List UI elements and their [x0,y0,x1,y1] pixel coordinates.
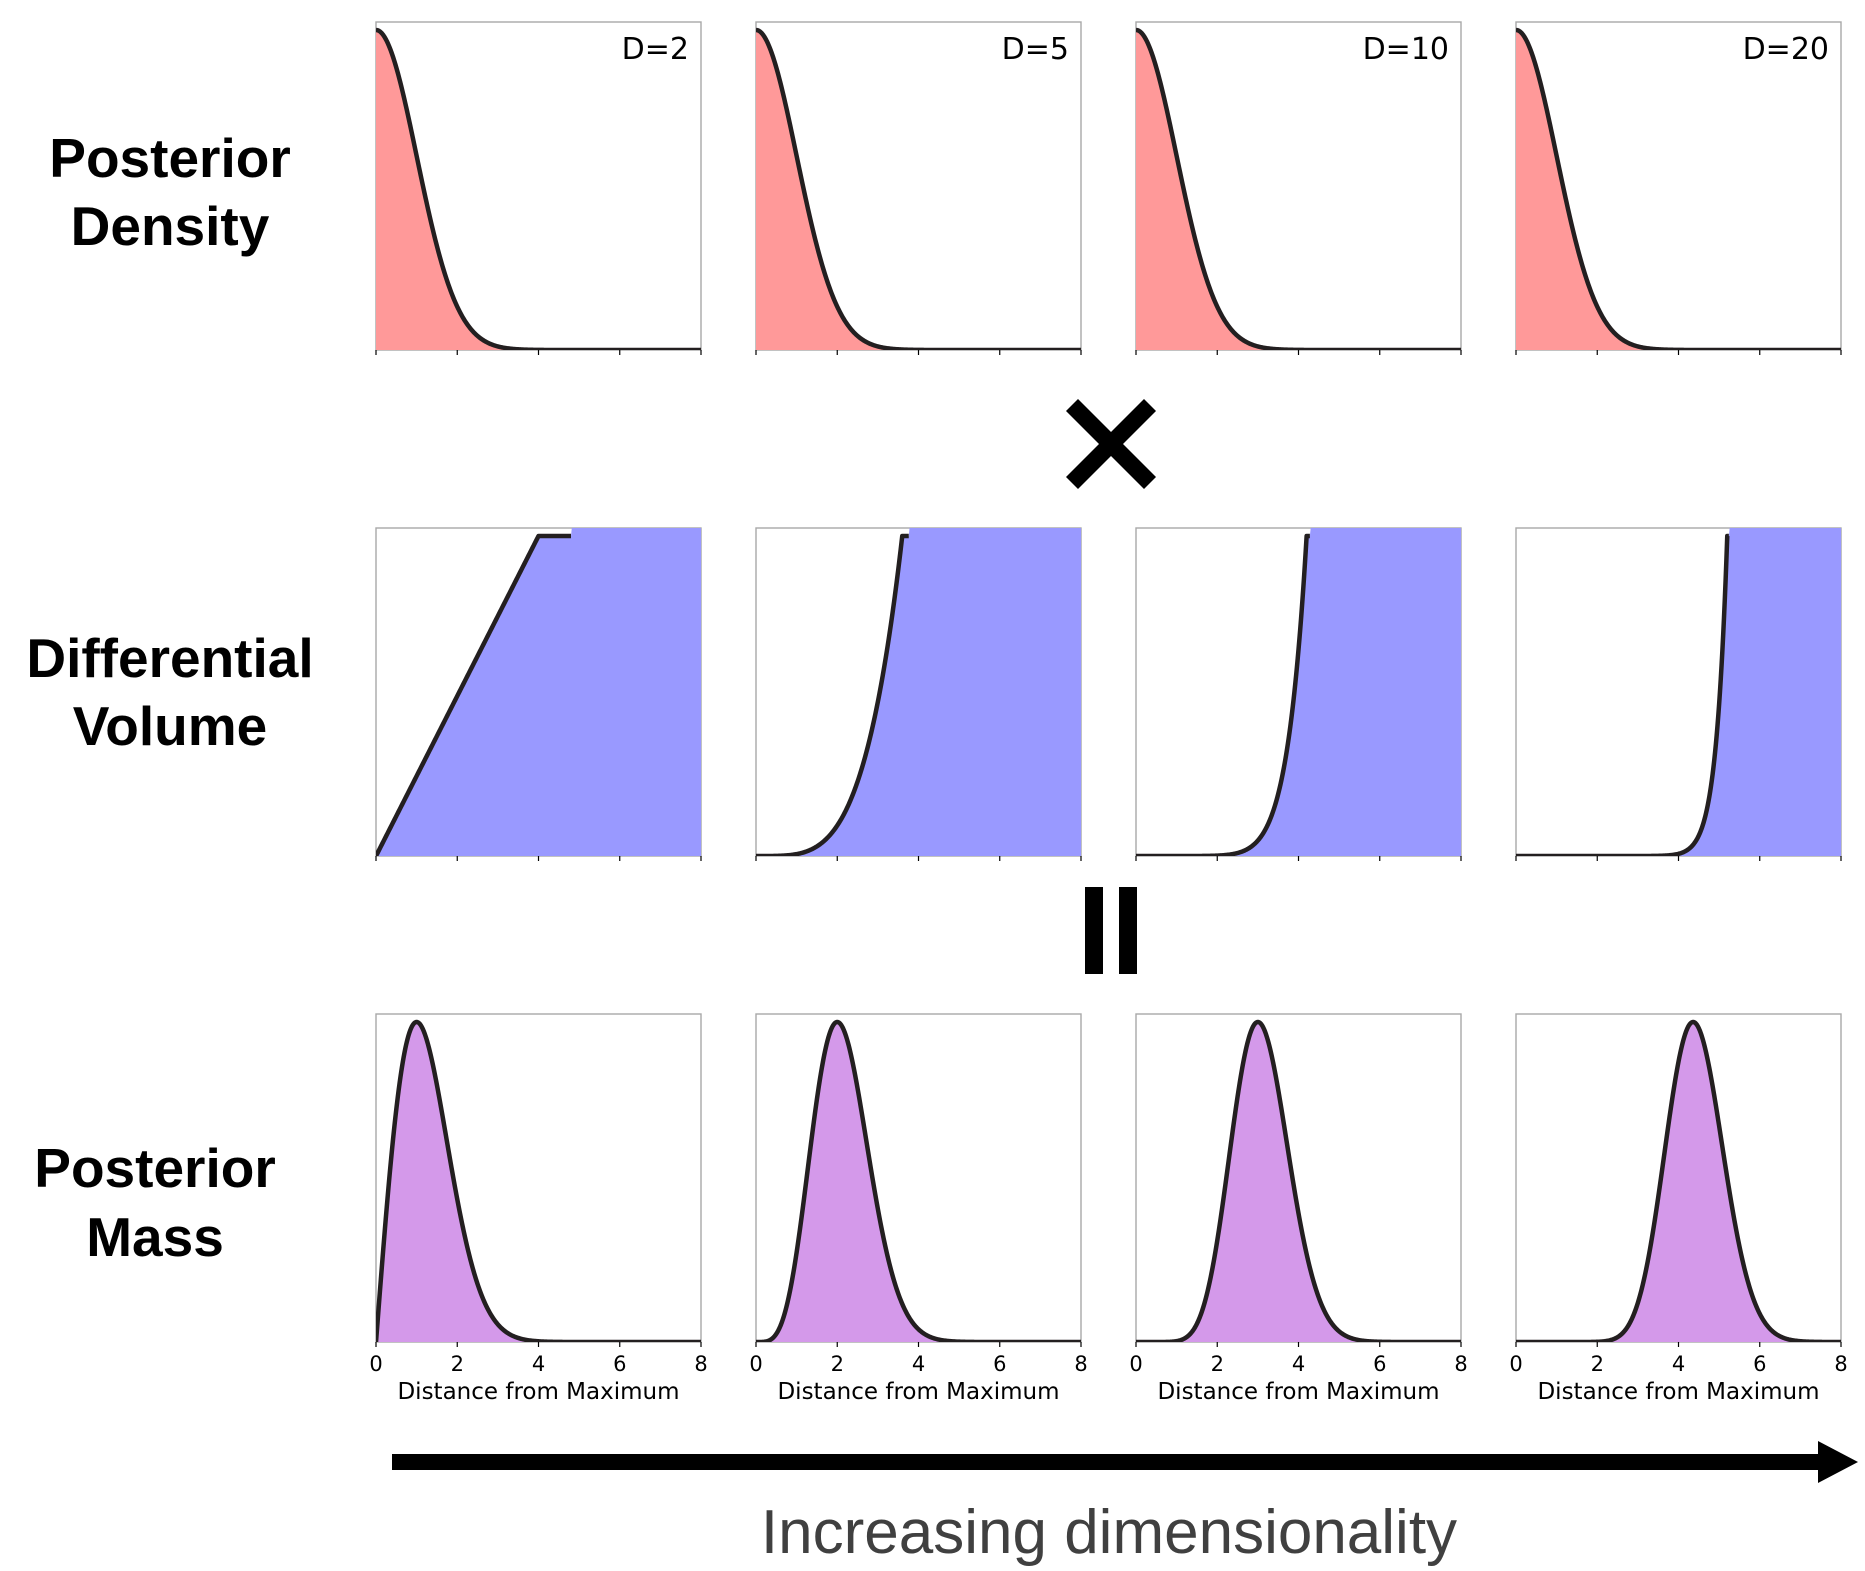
xtick-label-2-6: 6 [613,1352,626,1376]
xtick-label-20-6: 6 [1753,1352,1766,1376]
mass-20-panel: 0 2 4 6 8 Distance from Maximum [1509,1013,1848,1405]
density-10-area [1136,30,1461,350]
xtick-label-2-4: 4 [532,1352,545,1376]
volume-5-panel [755,527,1082,861]
density-label-line1: Posterior [49,127,290,189]
volume-5-area [756,528,1081,856]
density-10-panel: D=10 [1135,21,1462,355]
xlabel-5: Distance from Maximum [777,1379,1059,1405]
density-20-curve [1516,27,1841,350]
xtick-label-20-2: 2 [1591,1352,1604,1376]
mass-20-curve [1516,1019,1841,1342]
mass-2-panel: 0 2 4 6 8 Distance from Maximum [369,1013,708,1405]
xtick-label-2-2: 2 [451,1352,464,1376]
mass-5-curve [756,1019,1081,1342]
mass-20-area [1516,1022,1841,1342]
xtick-label-5-8: 8 [1074,1352,1087,1376]
density-5-curve [756,27,1081,350]
volume-20-curve [1516,533,1731,856]
mass-10-area [1136,1022,1461,1342]
xtick-label-2-8: 8 [694,1352,707,1376]
dimension-label-2: D=2 [622,32,689,67]
volume-20-panel [1515,527,1842,861]
xtick-label-20-4: 4 [1672,1352,1685,1376]
xtick-label-10-4: 4 [1292,1352,1305,1376]
mass-label-line1: Posterior [34,1137,275,1199]
xlabel-20: Distance from Maximum [1537,1379,1819,1405]
volume-label-line1: Differential [26,627,313,689]
xtick-label-5-0: 0 [749,1352,762,1376]
volume-20-area [1516,528,1841,856]
density-20-area [1516,30,1841,350]
mass-5-panel: 0 2 4 6 8 Distance from Maximum [749,1013,1088,1405]
xtick-label-20-8: 8 [1834,1352,1847,1376]
dimension-label-20: D=20 [1743,32,1829,67]
volume-2-panel [375,527,702,861]
density-2-area [376,30,701,350]
mass-5-area [756,1022,1081,1342]
density-20-panel: D=20 [1515,21,1842,355]
volume-2-curve [376,533,573,856]
volume-10-area [1136,528,1461,856]
volume-2-area [376,528,701,856]
xtick-label-5-6: 6 [993,1352,1006,1376]
density-2-panel: D=2 [375,21,702,355]
density-5-panel: D=5 [755,21,1082,355]
xtick-label-5-2: 2 [831,1352,844,1376]
xlabel-10: Distance from Maximum [1157,1379,1439,1405]
equals-icon [1085,887,1137,974]
xtick-label-20-0: 0 [1509,1352,1522,1376]
mass-label-line2: Mass [86,1206,224,1268]
xtick-label-10-0: 0 [1129,1352,1142,1376]
mass-2-area [376,1022,701,1342]
xtick-label-10-8: 8 [1454,1352,1467,1376]
multiply-icon [1065,398,1157,490]
operators [1065,398,1157,974]
volume-5-curve [756,533,911,856]
xtick-label-10-2: 2 [1211,1352,1224,1376]
row-labels: Posterior Density Differential Volume Po… [26,127,313,1268]
volume-label-line2: Volume [73,695,268,757]
xtick-label-2-0: 0 [369,1352,382,1376]
mass-2-curve [376,1019,701,1342]
density-10-curve [1136,27,1461,350]
mass-10-panel: 0 2 4 6 8 Distance from Maximum [1129,1013,1468,1405]
xlabel-2: Distance from Maximum [397,1379,679,1405]
density-label-line2: Density [71,195,270,257]
dimension-label-5: D=5 [1002,32,1069,67]
dimensionality-arrow [392,1441,1858,1483]
xtick-label-5-4: 4 [912,1352,925,1376]
density-2-curve [376,27,701,350]
density-5-area [756,30,1081,350]
volume-10-curve [1136,533,1312,856]
xtick-label-10-6: 6 [1373,1352,1386,1376]
caption: Increasing dimensionality [761,1498,1457,1567]
dimension-label-10: D=10 [1363,32,1449,67]
mass-10-curve [1136,1019,1461,1342]
volume-10-panel [1135,527,1462,861]
